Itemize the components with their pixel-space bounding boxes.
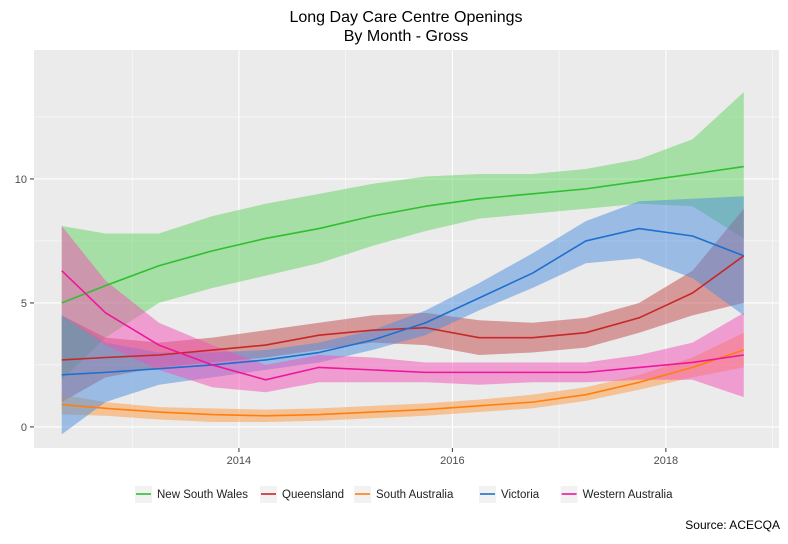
confidence-band <box>61 332 744 422</box>
line <box>61 227 745 376</box>
legend-label: Victoria <box>501 489 540 501</box>
line <box>61 270 744 381</box>
caption: Source: ACECQA <box>685 518 780 532</box>
x-tick-label: 2016 <box>440 455 464 467</box>
confidence-band <box>61 226 744 398</box>
line <box>61 165 744 304</box>
legend-label: New South Wales <box>157 489 248 501</box>
legend-label: South Australia <box>376 489 454 501</box>
legend-label: Queensland <box>282 489 344 501</box>
y-tick-label: 5 <box>21 298 27 310</box>
y-tick-label: 0 <box>21 422 27 434</box>
chart-title: Long Day Care Centre Openings <box>289 9 522 26</box>
chart-subtitle: By Month - Gross <box>344 28 468 45</box>
x-tick-label: 2018 <box>654 455 678 467</box>
confidence-band <box>61 92 744 380</box>
y-tick-label: 10 <box>15 174 27 186</box>
legend: New South Wales Queensland South Australia… <box>135 486 673 503</box>
line <box>61 349 745 417</box>
confidence-band <box>61 196 744 435</box>
x-tick-label: 2014 <box>227 455 251 467</box>
line <box>61 255 745 361</box>
legend-label: Western Australia <box>583 489 674 501</box>
